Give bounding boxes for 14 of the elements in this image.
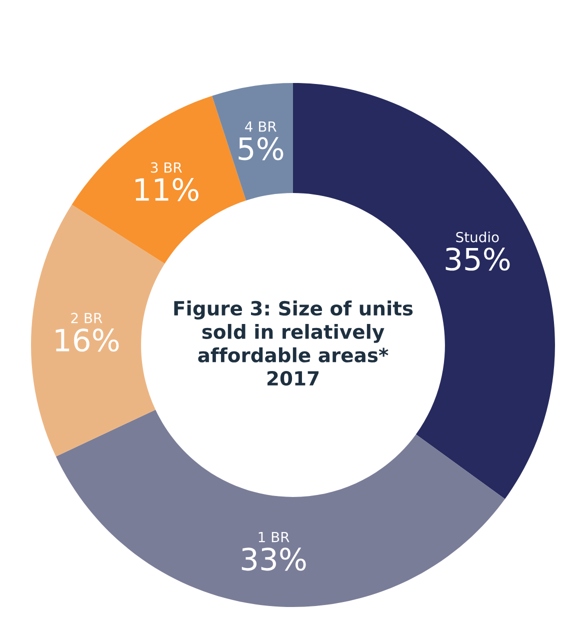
data-label: 33% — [242, 548, 306, 571]
slice-label: 3 BR — [150, 162, 182, 173]
slice-label: 4 BR — [245, 122, 276, 132]
donut-slice — [56, 410, 505, 607]
text: Figure 3: Size of units sold in relatively affordable areas* 2017 — [174, 300, 413, 386]
data-label: 35% — [446, 248, 510, 271]
slice-label: 2 BR — [71, 312, 102, 324]
data-label: 16% — [56, 328, 119, 352]
slice-label: 1 BR — [258, 532, 290, 542]
donut-slice — [31, 204, 165, 457]
data-label: 11% — [136, 178, 198, 202]
data-label: 5% — [238, 137, 284, 160]
donut-slice — [212, 83, 293, 200]
slice-label: Studio — [456, 232, 499, 242]
